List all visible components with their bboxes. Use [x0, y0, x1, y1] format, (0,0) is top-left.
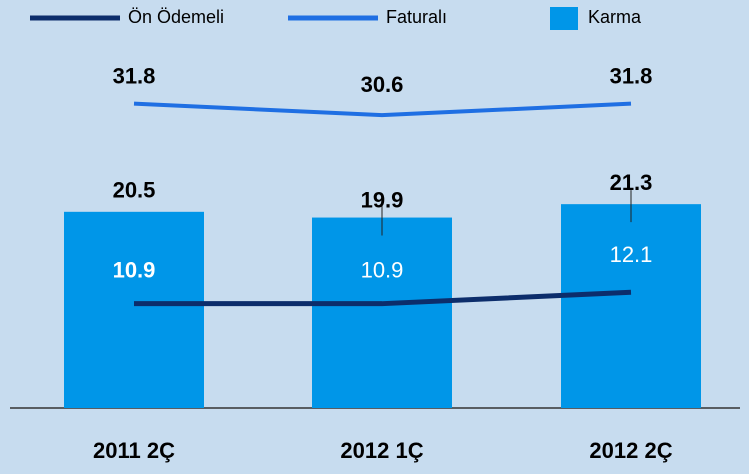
- data-label: 30.6: [361, 72, 404, 97]
- data-label: 20.5: [113, 178, 156, 203]
- legend-label: Ön Ödemeli: [128, 7, 224, 27]
- data-label: 10.9: [113, 257, 156, 282]
- data-label: 12.1: [610, 242, 653, 267]
- data-label: 10.9: [361, 257, 404, 282]
- data-label: 31.8: [610, 63, 653, 88]
- bar: [312, 217, 452, 408]
- data-label: 21.3: [610, 170, 653, 195]
- bar: [561, 204, 701, 408]
- x-tick-label: 2012 2Ç: [589, 438, 672, 463]
- line: [134, 289, 632, 307]
- data-label: 19.9: [361, 187, 404, 212]
- legend-label: Karma: [588, 7, 642, 27]
- x-tick-label: 2012 1Ç: [340, 438, 423, 463]
- x-tick-label: 2011 2Ç: [93, 438, 175, 463]
- legend-swatch: [550, 7, 578, 30]
- line: [133, 101, 632, 118]
- bar: [64, 211, 204, 408]
- data-label: 31.8: [113, 63, 156, 88]
- legend-label: Faturalı: [386, 7, 447, 27]
